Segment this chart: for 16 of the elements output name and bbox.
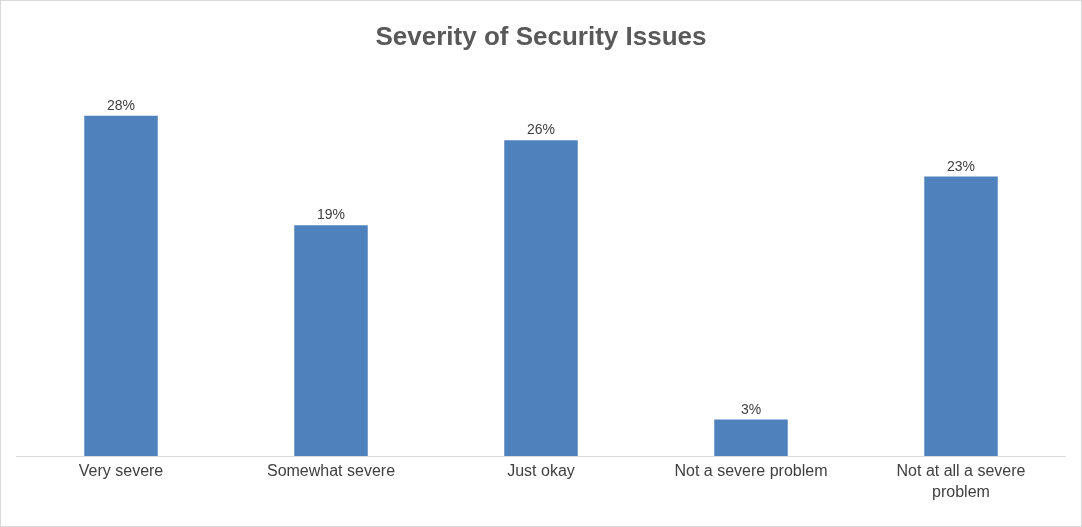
data-label: 19% [316,206,346,223]
bar [294,225,368,456]
data-label: 26% [526,121,556,138]
x-tick-label: Just okay [507,462,575,480]
chart-title: Severity of Security Issues [375,21,707,52]
bar [504,140,578,456]
data-label: 3% [740,400,762,417]
data-label: 28% [106,96,136,113]
x-tick-label: Not a severe problem [674,462,828,480]
x-tick-label: Very severe [78,462,164,480]
x-tick-label: Not at all a severe problem [896,462,1026,500]
bar [714,419,788,456]
x-tick-label: Somewhat severe [266,462,396,480]
bar [84,115,158,456]
bar [924,176,998,456]
data-label: 23% [946,157,976,174]
